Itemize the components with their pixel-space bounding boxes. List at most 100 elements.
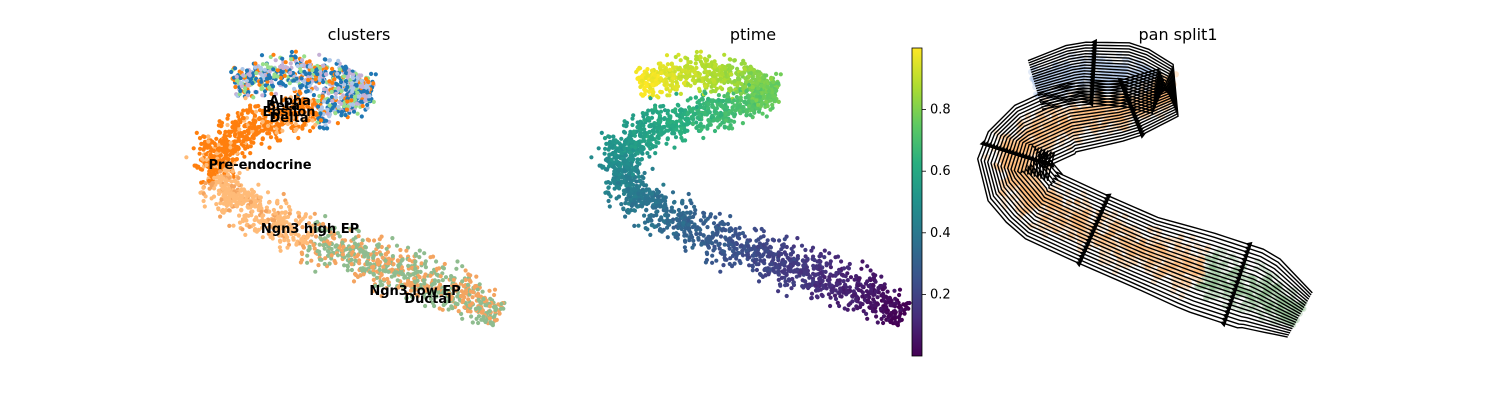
cluster-point — [436, 279, 441, 284]
cluster-point — [197, 136, 203, 141]
cluster-point — [386, 260, 391, 266]
ptime-point — [868, 268, 873, 273]
cluster-point — [422, 261, 428, 266]
cluster-point — [276, 81, 282, 86]
cluster-point — [302, 69, 307, 74]
cluster-point — [254, 71, 259, 76]
cluster-point — [214, 136, 219, 141]
ptime-point — [774, 265, 780, 270]
ptime-point — [770, 237, 775, 242]
ptime-point — [621, 129, 627, 134]
ptime-point — [754, 262, 759, 267]
cluster-point — [476, 294, 481, 299]
ptime-point — [726, 99, 732, 104]
cluster-point — [376, 242, 381, 247]
cluster-point — [237, 127, 242, 132]
ptime-point — [683, 205, 689, 210]
cluster-point — [270, 236, 275, 241]
cluster-point — [247, 224, 252, 229]
cluster-point — [353, 258, 358, 263]
cluster-point — [481, 296, 486, 302]
cluster-point — [357, 258, 362, 263]
cluster-point — [487, 288, 492, 293]
cluster-point — [241, 108, 246, 113]
cluster-point — [238, 88, 243, 94]
cluster-point — [446, 307, 451, 312]
ptime-point — [827, 261, 833, 266]
cluster-point — [450, 306, 455, 311]
cluster-point — [286, 238, 291, 243]
cluster-point — [300, 126, 305, 131]
ptime-point — [666, 213, 671, 218]
cluster-point — [442, 261, 447, 267]
cluster-point — [285, 65, 290, 70]
cluster-point — [216, 123, 221, 128]
cluster-point — [199, 156, 205, 161]
ptime-point — [599, 130, 604, 135]
ptime-point — [630, 116, 635, 121]
cluster-point — [287, 204, 292, 209]
ptime-point — [663, 67, 668, 72]
ptime-point — [800, 278, 805, 283]
cluster-point — [212, 175, 217, 180]
cluster-point — [367, 94, 372, 99]
cluster-point — [223, 129, 228, 134]
cluster-point — [202, 204, 207, 209]
ptime-point — [629, 168, 634, 173]
ptime-point — [732, 261, 737, 266]
cluster-point — [313, 85, 318, 90]
cluster-point — [432, 278, 437, 283]
ptime-point — [765, 103, 770, 109]
ptime-point — [683, 239, 688, 244]
ptime-point — [624, 197, 629, 202]
ptime-point — [892, 309, 897, 314]
ptime-point — [597, 163, 602, 168]
cluster-point — [329, 89, 334, 94]
cluster-point — [260, 93, 265, 98]
ptime-point — [803, 247, 808, 253]
cluster-point — [239, 112, 244, 117]
ptime-point — [774, 71, 779, 76]
ptime-point — [608, 194, 613, 199]
ptime-point — [710, 113, 715, 118]
cluster-point — [273, 91, 278, 96]
cluster-point — [473, 284, 478, 289]
cluster-point — [378, 283, 383, 288]
cluster-point — [407, 257, 412, 263]
ptime-point — [661, 103, 666, 109]
cluster-point — [256, 125, 261, 130]
ptime-point — [662, 116, 667, 122]
cluster-point — [481, 314, 486, 319]
cluster-point — [350, 81, 355, 86]
ptime-point — [611, 134, 616, 139]
ptime-point — [626, 201, 631, 206]
ptime-point — [645, 67, 650, 72]
cluster-point — [355, 111, 360, 116]
ptime-point — [621, 179, 627, 184]
cluster-point — [325, 111, 330, 116]
cluster-point — [224, 139, 229, 144]
cluster-point — [298, 260, 303, 265]
ptime-point — [677, 211, 683, 216]
ptime-point — [607, 204, 612, 209]
cluster-point — [280, 81, 286, 87]
cluster-point — [219, 197, 224, 202]
ptime-point — [679, 226, 684, 232]
cluster-point — [226, 129, 231, 134]
ptime-point — [874, 314, 879, 319]
cluster-point — [227, 133, 232, 138]
cluster-point — [406, 278, 411, 284]
cluster-point — [253, 90, 259, 95]
cluster-point — [456, 309, 461, 314]
cluster-point — [339, 79, 344, 85]
cluster-point — [293, 121, 298, 126]
ptime-point — [631, 187, 636, 192]
cluster-point — [477, 306, 482, 311]
cluster-point — [289, 49, 294, 55]
ptime-point — [843, 274, 848, 279]
ptime-point — [614, 171, 619, 177]
cluster-point — [218, 139, 223, 144]
ptime-point — [881, 294, 887, 299]
ptime-point — [851, 292, 857, 297]
ptime-point — [680, 113, 685, 118]
